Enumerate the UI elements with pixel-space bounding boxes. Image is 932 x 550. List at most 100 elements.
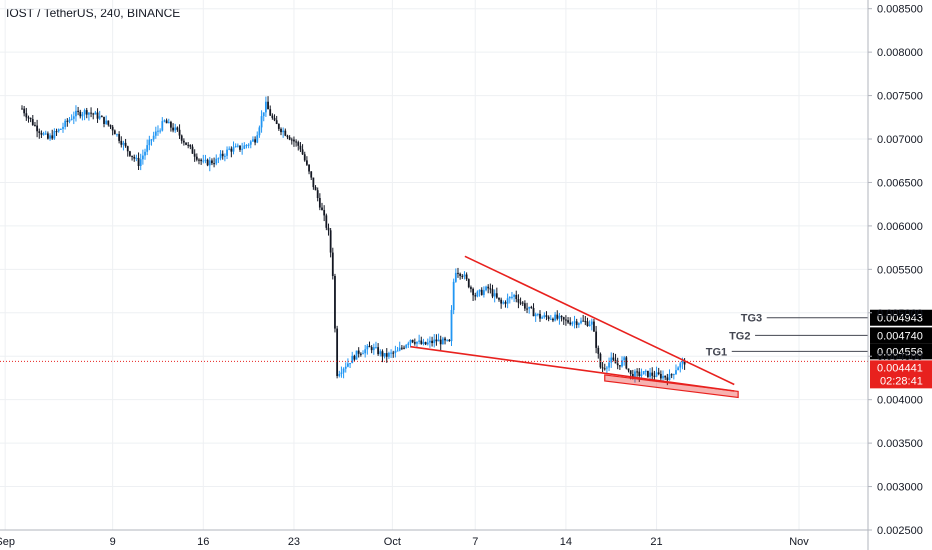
candle-body: [396, 350, 399, 352]
candle-body: [85, 110, 88, 115]
candle-body: [81, 114, 84, 117]
candle-body: [144, 151, 146, 156]
candle-body: [601, 367, 604, 369]
candle-body: [312, 177, 315, 188]
x-tick-label: 7: [472, 536, 478, 548]
candle-body: [644, 370, 647, 372]
candle-body: [189, 144, 192, 147]
candle-body: [38, 131, 41, 133]
candle-body: [385, 353, 388, 357]
candle-body: [241, 148, 244, 150]
x-tick-label: 9: [110, 536, 116, 548]
candle-body: [213, 163, 215, 165]
candle-body: [398, 347, 401, 351]
candle-body: [139, 159, 142, 166]
candle-body: [651, 372, 654, 376]
candle-body: [487, 286, 490, 289]
target-price-badge: [870, 327, 932, 344]
candle-body: [301, 149, 304, 155]
candle-body: [70, 118, 73, 120]
candle-body: [549, 318, 552, 320]
candle-body: [547, 316, 550, 319]
candle-body: [530, 306, 533, 309]
y-tick-label: 0.006000: [877, 221, 923, 233]
candle-body: [521, 302, 524, 304]
candle-body: [534, 314, 537, 317]
candle-body: [517, 299, 520, 303]
candle-body: [122, 142, 125, 145]
candle-body: [573, 321, 576, 323]
candle-body: [511, 296, 513, 298]
candle-body: [161, 121, 164, 131]
candle-body: [295, 141, 298, 143]
candle-body: [446, 339, 449, 341]
candle-body: [329, 230, 332, 253]
candle-body: [40, 132, 43, 135]
candle-body: [137, 157, 140, 166]
candle-body: [288, 137, 291, 140]
target-label-tg3: TG3: [741, 313, 762, 325]
candle-body: [575, 321, 578, 325]
candle-body: [454, 272, 457, 282]
candle-body: [49, 135, 51, 139]
candle-body: [647, 370, 649, 377]
candle-body: [623, 357, 626, 361]
candle-body: [243, 145, 246, 149]
candle-body: [318, 197, 321, 208]
candle-body: [338, 373, 341, 377]
candle-body: [198, 159, 200, 161]
candle-body: [372, 347, 375, 351]
candle-body: [452, 281, 455, 311]
candle-body: [247, 144, 250, 146]
y-tick-label: 0.005500: [877, 264, 923, 276]
candle-body: [444, 338, 446, 341]
y-tick-label: 0.004500: [877, 351, 923, 363]
y-tick-label: 0.002500: [877, 525, 923, 537]
candle-body: [683, 361, 686, 365]
candle-body: [476, 291, 479, 297]
candle-body: [252, 139, 254, 142]
candle-body: [470, 287, 472, 289]
candle-body: [353, 355, 356, 360]
candle-body: [394, 350, 397, 353]
candle-body: [215, 158, 218, 164]
candle-body: [340, 372, 343, 374]
candle-body: [264, 101, 267, 113]
candle-body: [202, 160, 205, 162]
candle-body: [290, 139, 293, 141]
candle-body: [388, 352, 390, 357]
y-tick-label: 0.008500: [877, 4, 923, 16]
candle-body: [163, 120, 166, 122]
candle-body: [580, 320, 582, 324]
candle-body: [545, 315, 548, 317]
candle-body: [457, 272, 459, 274]
candle-body: [135, 157, 138, 159]
candle-body: [351, 355, 354, 364]
candle-body: [113, 130, 116, 135]
candle-body: [96, 112, 99, 119]
candle-body: [308, 164, 310, 172]
candle-body: [306, 160, 308, 165]
candle-body: [495, 293, 498, 298]
candle-body: [539, 313, 541, 319]
candle-body: [228, 148, 231, 150]
candle-body: [232, 147, 235, 152]
candle-body: [426, 342, 429, 345]
candle-body: [588, 324, 591, 326]
candle-body: [649, 372, 651, 377]
candle-body: [182, 140, 185, 143]
candle-body: [603, 368, 606, 370]
candle-body: [150, 139, 153, 141]
candle-body: [552, 318, 554, 321]
candle-body: [349, 363, 351, 365]
candle-body: [606, 367, 608, 369]
candle-body: [640, 374, 643, 376]
candle-body: [336, 328, 339, 377]
candle-body: [593, 321, 595, 332]
last-price-value: 0.004441: [877, 362, 923, 374]
candle-body: [116, 134, 118, 136]
candle-body: [174, 127, 177, 131]
candle-body: [131, 155, 133, 157]
target-price-value: 0.004556: [877, 346, 923, 358]
